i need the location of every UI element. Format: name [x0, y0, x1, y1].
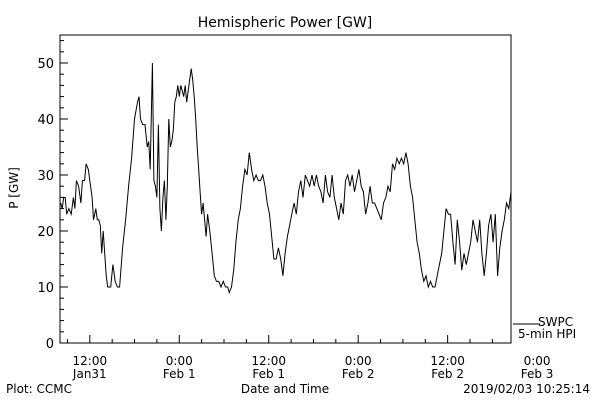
- series-line-swpc-hpi: [60, 62, 512, 295]
- x-tick-label-time: 0:00: [166, 354, 193, 368]
- y-tick-label: 0: [46, 337, 54, 352]
- x-tick-label-date: Feb 2: [431, 367, 464, 381]
- x-tick-label-time: 12:00: [430, 354, 465, 368]
- legend: SWPC 5-min HPI: [513, 315, 576, 341]
- x-axis-label: Date and Time: [241, 382, 329, 396]
- y-axis: 0 10 20 30 40 50: [37, 40, 68, 352]
- legend-label-line2: 5-min HPI: [518, 327, 576, 341]
- y-tick-label: 30: [37, 169, 54, 184]
- x-tick-label-time: 12:00: [251, 354, 286, 368]
- y-axis-label: P [GW]: [7, 167, 21, 209]
- x-tick-label-date: Feb 2: [342, 367, 375, 381]
- chart-title: Hemispheric Power [GW]: [198, 15, 373, 31]
- legend-label-line1: SWPC: [538, 315, 573, 329]
- y-tick-label: 10: [37, 281, 54, 296]
- x-tick-label-time: 0:00: [524, 354, 551, 368]
- x-tick-label-date: Feb 3: [521, 367, 554, 381]
- plot-frame: [59, 34, 512, 344]
- x-tick-label-date: Feb 1: [163, 367, 196, 381]
- timestamp: 2019/02/03 10:25:14: [463, 382, 590, 396]
- x-tick-label-time: 12:00: [73, 354, 108, 368]
- y-tick-label: 20: [37, 225, 54, 240]
- y-tick-label: 40: [37, 113, 54, 128]
- y-tick-label: 50: [37, 57, 54, 72]
- x-tick-label-date: Jan31: [72, 367, 107, 381]
- x-tick-label-date: Feb 1: [252, 367, 285, 381]
- plot-credit: Plot: CCMC: [6, 382, 72, 396]
- x-tick-label-time: 0:00: [345, 354, 372, 368]
